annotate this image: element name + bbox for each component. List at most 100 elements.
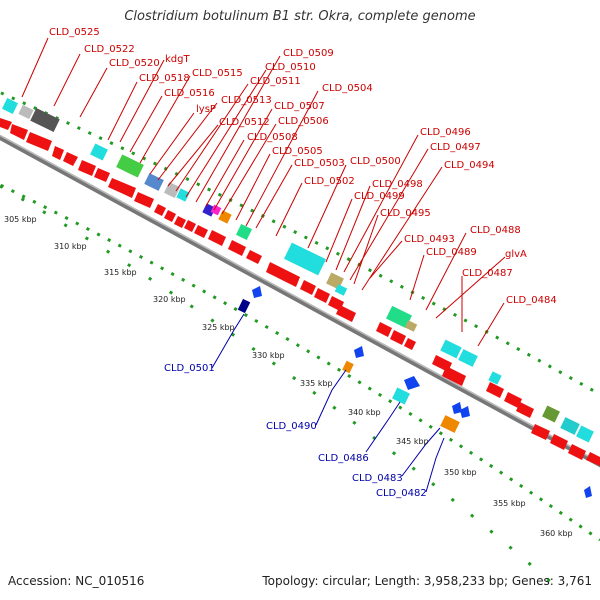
feature-block [342,360,354,374]
gene-label: CLD_0486 [318,453,369,464]
gene-arrow [584,486,592,498]
map-title: Clostridium botulinum B1 str. Okra, comp… [124,9,476,24]
summary-text: Topology: circular; Length: 3,958,233 bp… [262,574,592,588]
gene-arrow [504,392,522,408]
gene-arrow [586,452,600,466]
gene-label: CLD_0497 [430,142,481,153]
scale-label: 360 kbp [540,529,573,538]
accession-text: Accession: NC_010516 [8,574,145,588]
gene-label: lysP [196,104,216,115]
inner-dotted-track [0,183,600,542]
feature-block [576,425,594,443]
feature-block [210,204,222,216]
reverse-callout-lines [211,313,445,493]
gene-arrow [568,444,586,460]
genome-backbone-highlight [0,134,600,464]
feature-block [440,339,462,359]
feature-block [202,203,216,217]
scale-label: 310 kbp [54,242,87,251]
gene-label: CLD_0490 [266,421,317,432]
gene-arrow [63,152,78,166]
gene-arrow [10,124,28,140]
feature-block [30,108,60,132]
gene-arrow [52,146,64,160]
feature-block [283,242,327,276]
gene-arrow [208,230,226,246]
gene-label: CLD_0494 [444,160,495,171]
scale-label: 330 kbp [252,351,285,360]
gene-label: CLD_0482 [376,488,427,499]
gene-arrow [252,286,262,298]
gene-label: glvA [505,249,527,260]
feature-block [176,188,190,202]
gene-label: CLD_0507 [274,101,325,112]
gene-arrow [184,220,196,232]
gene-arrow [78,160,96,176]
feature-block [440,415,460,433]
feature-block [334,284,348,296]
gene-arrow [228,240,246,256]
gene-label: CLD_0487 [462,268,513,279]
gene-arrow [336,305,356,322]
gene-label: CLD_0518 [139,73,190,84]
gene-label: CLD_0484 [506,295,557,306]
gene-arrow [314,288,330,303]
gene-arrow [404,338,416,350]
gene-label: CLD_0483 [352,473,403,484]
feature-block [144,173,164,191]
gene-label: CLD_0499 [354,191,405,202]
gene-label: CLD_0516 [164,88,215,99]
gene-label: CLD_0504 [322,83,373,94]
gene-arrow [174,216,186,228]
gene-label: CLD_0503 [294,158,345,169]
feature-block [542,405,560,423]
gene-label: CLD_0498 [372,179,423,190]
gene-label: CLD_0510 [265,62,316,73]
gene-arrow [246,250,262,264]
scale-label: 345 kbp [396,437,429,446]
feature-block [237,298,251,314]
feature-block [488,371,502,385]
outer-dotted-track [0,90,600,397]
gene-label: CLD_0522 [84,44,135,55]
gene-arrow [0,118,12,130]
gene-label: CLD_0506 [278,116,329,127]
feature-block [458,349,478,367]
gene-arrow [300,280,316,295]
feature-block [1,97,19,115]
gene-label: CLD_0513 [221,95,272,106]
feature-block [560,417,580,435]
gene-label: CLD_0502 [304,176,355,187]
feature-block [90,143,108,161]
gene-label: CLD_0495 [380,208,431,219]
scale-labels: 305 kbp 310 kbp 315 kbp 320 kbp 325 kbp … [4,215,573,538]
gene-label: CLD_0511 [250,76,301,87]
gene-arrow [550,434,568,450]
feature-block [386,305,412,329]
feature-block [404,320,418,332]
gene-label: kdgT [165,54,190,65]
gene-arrow [154,204,166,216]
scale-label: 325 kbp [202,323,235,332]
feature-block [18,104,34,120]
feature-block [235,223,253,241]
genome-backbone [0,134,600,468]
gene-label: CLD_0496 [420,127,471,138]
scale-label: 355 kbp [493,499,526,508]
gene-arrow [486,382,504,398]
gene-arrow [376,322,392,337]
gene-label: CLD_0520 [109,58,160,69]
gene-arrow [442,366,466,386]
gene-arrow [354,346,364,358]
scale-label: 315 kbp [104,268,137,277]
scale-label: 320 kbp [153,295,186,304]
forward-gene-arrows [0,118,600,466]
forward-gene-labels: CLD_0525 CLD_0522 CLD_0520 kdgT CLD_0518… [49,27,557,306]
gene-arrow [164,210,176,222]
scale-label: 340 kbp [348,408,381,417]
gene-arrow [134,192,154,208]
gene-arrow [460,406,470,418]
gene-label: CLD_0512 [219,117,270,128]
gene-label: CLD_0493 [404,234,455,245]
